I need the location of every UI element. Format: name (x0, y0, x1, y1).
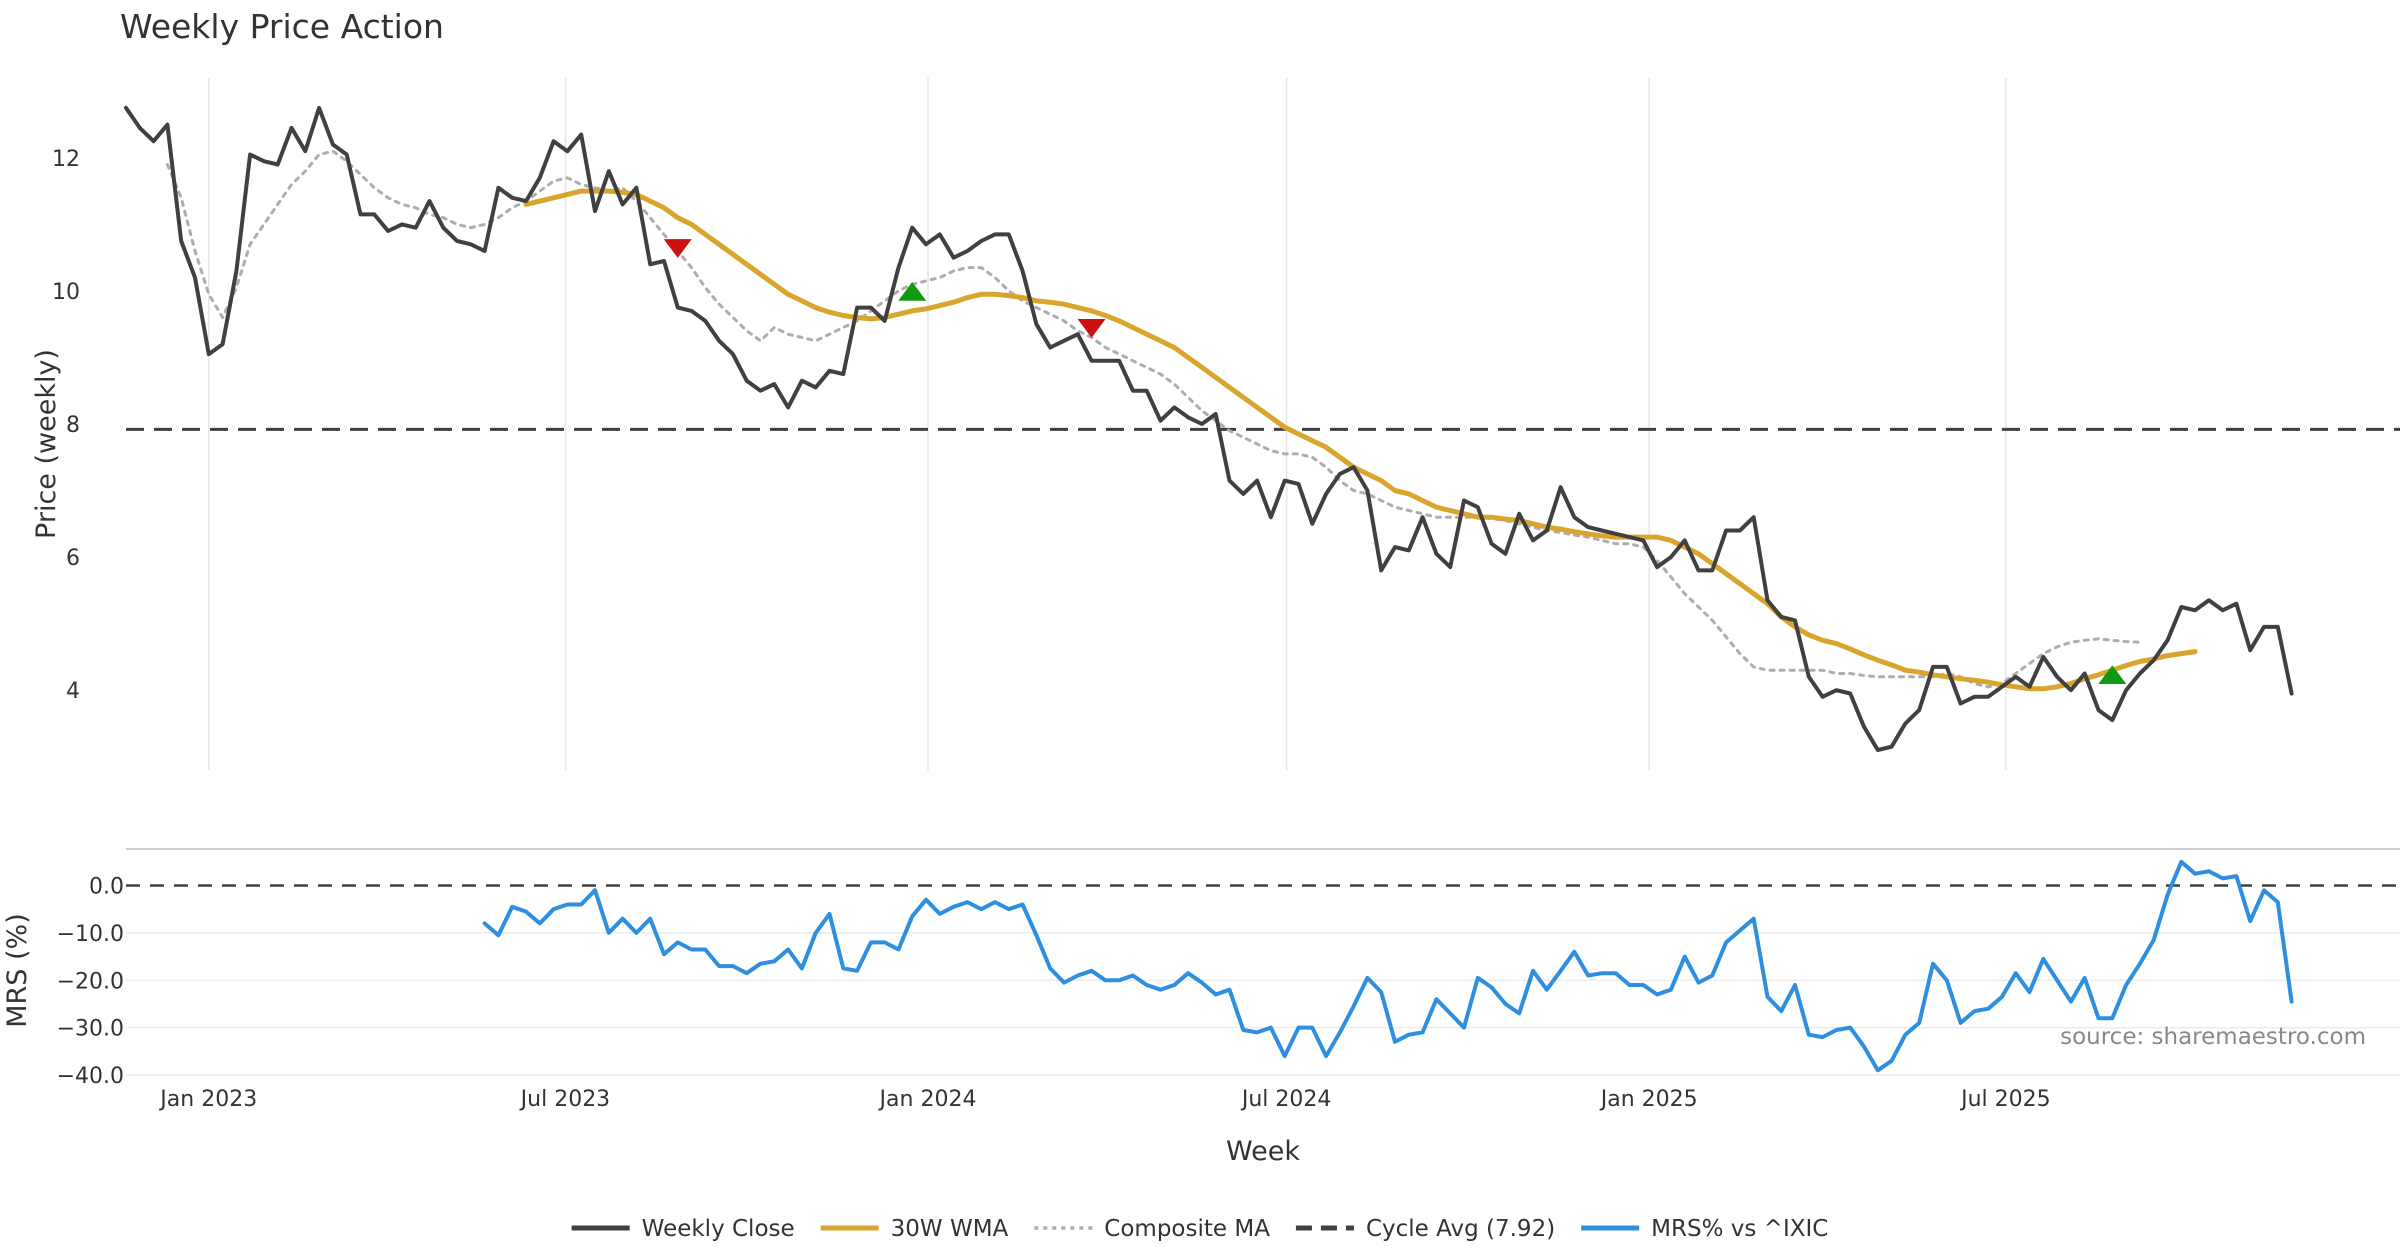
buy-marker (898, 282, 927, 301)
30w-wma-series (523, 188, 2198, 692)
mrs-y-axis-title: MRS (%) (2, 913, 33, 1028)
sell-marker (663, 239, 692, 258)
mrs-y-tick-label: −20.0 (57, 969, 124, 994)
legend-item: 30W WMA (820, 1216, 1009, 1242)
legend-label: Weekly Close (642, 1216, 795, 1242)
signal-markers (663, 239, 2127, 685)
mrs-y-ticks: 0.0 −10.0 −20.0 −30.0 −40.0 (57, 875, 124, 1089)
mrs-y-gridlines (126, 932, 2400, 1076)
price-y-tick-label: 6 (66, 546, 80, 571)
mrs-y-tick-label: −30.0 (57, 1017, 124, 1042)
x-tick-labels: Jan 2023 Jul 2023 Jan 2024 Jul 2024 Jan 2025… (158, 1087, 2050, 1112)
x-axis-title: Week (1226, 1136, 1300, 1167)
price-panel: 4 6 8 10 12 Price (weekly) (31, 78, 2400, 770)
price-y-tick-label: 8 (66, 413, 80, 438)
mrs-series (482, 859, 2294, 1073)
x-tick-label: Jul 2025 (1959, 1087, 2051, 1112)
sell-marker (1077, 319, 1106, 338)
legend-item: MRS% vs ^IXIC (1581, 1216, 1828, 1242)
weekly-close-series (124, 105, 2294, 752)
x-tick-label: Jan 2024 (878, 1087, 977, 1112)
x-tick-label: Jul 2024 (1240, 1087, 1332, 1112)
mrs-panel: Jan 2023 Jul 2023 Jan 2024 Jul 2024 Jan 2025… (2, 848, 2400, 1112)
price-y-tick-label: 4 (66, 679, 80, 704)
legend: Weekly Close 30W WMA Composite MA Cycle Avg… (571, 1216, 1828, 1242)
legend-label: Cycle Avg (7.92) (1366, 1216, 1555, 1242)
mrs-y-tick-label: 0.0 (89, 875, 124, 900)
buy-marker (2098, 665, 2127, 685)
composite-ma-series (165, 149, 2142, 689)
legend-item: Composite MA (1034, 1216, 1270, 1242)
legend-label: 30W WMA (891, 1216, 1009, 1242)
x-tick-label: Jan 2023 (158, 1087, 257, 1112)
x-tick-label: Jul 2023 (519, 1087, 611, 1112)
source-note: source: sharemaestro.com (2060, 1024, 2366, 1050)
chart-title: Weekly Price Action (120, 7, 444, 46)
legend-label: MRS% vs ^IXIC (1651, 1216, 1828, 1242)
legend-item: Cycle Avg (7.92) (1295, 1216, 1555, 1242)
legend-item: Weekly Close (571, 1216, 795, 1242)
legend-label: Composite MA (1104, 1216, 1270, 1242)
x-gridlines (208, 78, 2007, 770)
x-tick-label: Jan 2025 (1599, 1087, 1698, 1112)
price-y-ticks: 4 6 8 10 12 (52, 147, 80, 704)
price-y-tick-label: 10 (52, 280, 80, 305)
price-y-axis-title: Price (weekly) (31, 349, 62, 539)
mrs-y-tick-label: −40.0 (57, 1064, 124, 1089)
price-y-tick-label: 12 (52, 147, 80, 172)
mrs-y-tick-label: −10.0 (57, 922, 124, 947)
